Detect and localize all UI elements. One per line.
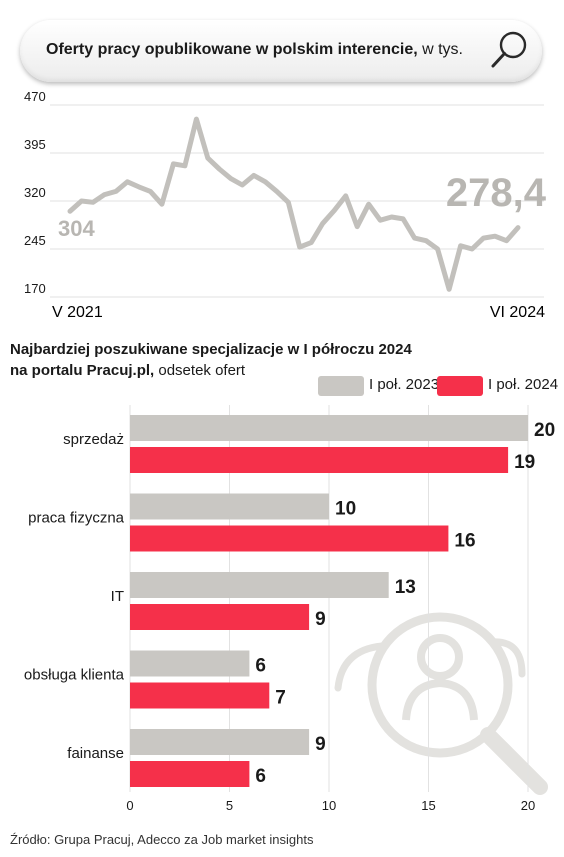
legend-label-2024: I poł. 2024 xyxy=(488,376,559,393)
bar-value-label: 19 xyxy=(514,452,535,473)
bar-value-label: 9 xyxy=(315,609,326,630)
bar-value-label: 6 xyxy=(255,656,266,677)
y-tick-label: 470 xyxy=(24,89,46,104)
bar-value-label: 20 xyxy=(534,420,555,441)
x-tick-label: 15 xyxy=(421,798,435,813)
category-label: sprzedaż xyxy=(63,431,124,448)
user-search-icon xyxy=(334,612,548,795)
search-icon xyxy=(491,31,527,68)
line-chart-title-unit: w tys. xyxy=(422,41,463,58)
line-chart-title: Oferty pracy opublikowane w polskim inte… xyxy=(46,41,463,59)
category-label: obsługa klienta xyxy=(24,667,125,684)
x-tick-label: 5 xyxy=(226,798,233,813)
bar-chart-subtitle: na portalu Pracuj.pl, odsetek ofert xyxy=(10,362,245,379)
bar-2023 xyxy=(130,493,329,520)
bar-value-label: 16 xyxy=(454,531,475,552)
bar-value-label: 13 xyxy=(395,577,416,598)
bar-chart-title: Najbardziej poszukiwane specjalizacje w … xyxy=(10,341,412,358)
y-tick-label: 245 xyxy=(24,233,46,248)
bar-2023 xyxy=(130,572,389,598)
bar-chart: sprzedaż praca fizyczna IT obsługa klienta f… xyxy=(24,405,555,813)
bar-value-label: 7 xyxy=(275,688,286,709)
bar-chart-subtitle-source: na portalu Pracuj.pl, xyxy=(10,362,155,379)
bar-2023 xyxy=(130,650,250,677)
start-value-label: 304 xyxy=(58,216,95,241)
legend-swatch-2024 xyxy=(437,376,483,396)
bar-value-label: 6 xyxy=(255,766,266,787)
bar-2024 xyxy=(130,604,310,630)
x-end-label: VI 2024 xyxy=(490,304,545,321)
chart-title-banner xyxy=(20,20,542,82)
line-chart: 470 395 320 245 170 304 278,4 V 2021 VI 2024 xyxy=(24,89,547,321)
line-chart-title-main: Oferty pracy opublikowane w polskim inte… xyxy=(46,41,418,58)
category-label: fainanse xyxy=(67,745,124,762)
bar-2024 xyxy=(130,447,509,473)
x-tick-label: 20 xyxy=(521,798,535,813)
legend-label-2023: I poł. 2023 xyxy=(369,376,440,393)
x-start-label: V 2021 xyxy=(52,304,103,321)
bar-value-label: 10 xyxy=(335,499,356,520)
bar-2023 xyxy=(130,729,310,755)
category-label: praca fizyczna xyxy=(28,510,125,527)
bar-2024 xyxy=(130,525,449,552)
y-tick-label: 395 xyxy=(24,137,46,152)
source-note: Źródło: Grupa Pracuj, Adecco za Job mark… xyxy=(10,832,314,847)
bar-2024 xyxy=(130,761,250,787)
legend-swatch-2023 xyxy=(318,376,364,396)
line-series xyxy=(67,116,521,292)
category-label: IT xyxy=(111,588,124,605)
y-tick-label: 170 xyxy=(24,281,46,296)
y-tick-label: 320 xyxy=(24,185,46,200)
bar-2023 xyxy=(130,415,528,441)
bar-chart-subtitle-unit: odsetek ofert xyxy=(158,362,246,379)
bar-2024 xyxy=(130,682,270,709)
x-tick-label: 0 xyxy=(126,798,133,813)
bar-value-label: 9 xyxy=(315,734,326,755)
x-tick-label: 10 xyxy=(322,798,336,813)
end-value-label: 278,4 xyxy=(446,171,547,215)
